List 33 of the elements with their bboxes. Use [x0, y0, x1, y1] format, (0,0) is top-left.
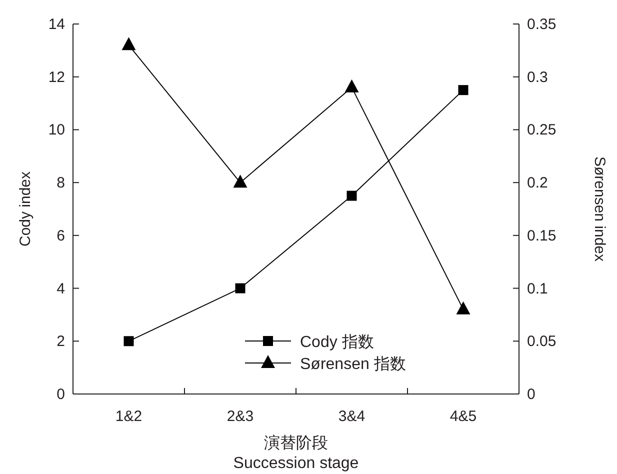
- y2-tick-label: 0.05: [527, 333, 556, 350]
- y-tick-label: 2: [56, 333, 65, 350]
- y2-tick-label: 0.15: [527, 227, 556, 244]
- point: [344, 79, 359, 92]
- y-tick-label: 4: [56, 280, 65, 298]
- y2-tick-label: 0.3: [527, 68, 548, 86]
- x-tick-label: 3&4: [338, 408, 366, 425]
- y-tick-label: 0: [56, 386, 65, 403]
- x-tick-label: 1&2: [115, 408, 142, 425]
- y2-tick-label: 0.1: [527, 280, 548, 298]
- y-tick-label: 14: [48, 16, 65, 33]
- y2-tick-label: 0.35: [527, 16, 556, 33]
- y-axis-title: Cody index: [17, 170, 34, 247]
- y2-axis-title: Sørensen index: [591, 156, 608, 262]
- y-tick-label: 12: [48, 68, 65, 86]
- point: [124, 336, 134, 346]
- x-tick-label: 4&5: [450, 408, 477, 425]
- point: [122, 37, 136, 50]
- y2-tick-label: 0.2: [527, 174, 548, 192]
- point: [456, 301, 470, 314]
- point: [233, 174, 248, 188]
- y-tick-label: 10: [48, 122, 65, 139]
- x-tick-label: 2&3: [226, 408, 254, 425]
- x-axis-title: 演替阶段 Succession stage: [233, 434, 359, 472]
- point: [346, 190, 357, 201]
- y2-tick-label: 0: [527, 386, 536, 403]
- legend-label: Sørensen 指数: [300, 355, 406, 373]
- y-tick-label: 8: [56, 174, 65, 192]
- legend-label: Cody 指数: [300, 333, 374, 351]
- y2-tick-label: 0.25: [527, 122, 556, 139]
- y-tick-label: 6: [56, 227, 65, 244]
- point: [458, 85, 468, 96]
- point: [235, 283, 246, 294]
